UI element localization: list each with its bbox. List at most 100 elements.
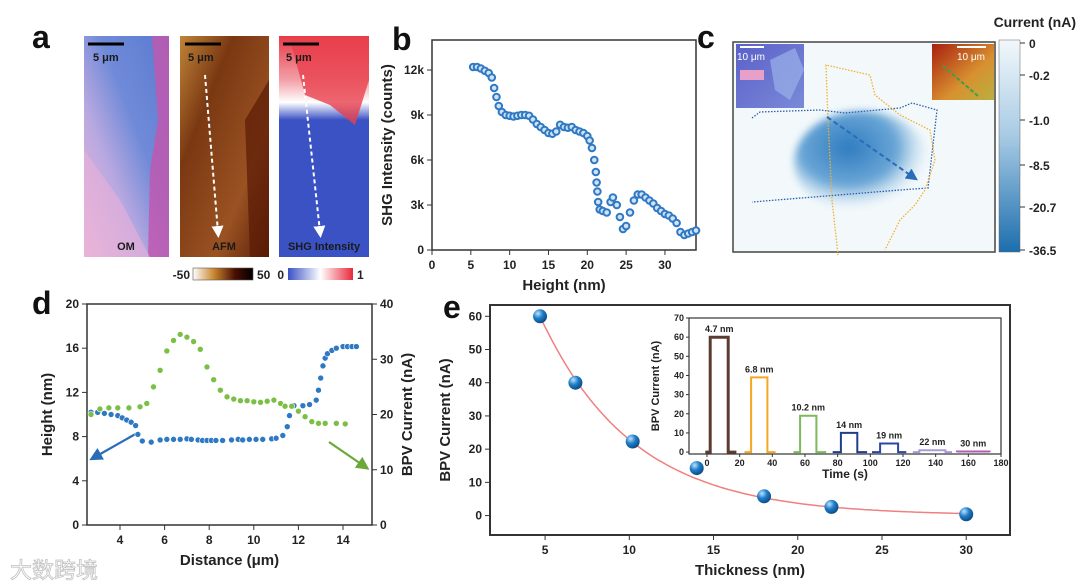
plot-e: 5 10 15 20 25 30 0 10 20 30 40 50 60 Thickness (nm) BP… bbox=[437, 304, 1011, 579]
data-point bbox=[593, 187, 602, 196]
y-tick-label: 20 bbox=[66, 297, 80, 311]
data-point-bpv-current bbox=[196, 346, 204, 353]
data-point-bpv-current bbox=[230, 395, 238, 403]
y2-tick-label: 0 bbox=[380, 518, 387, 532]
y2-tick-label: 10 bbox=[380, 463, 394, 477]
panel-label-b: b bbox=[392, 21, 412, 57]
data-point bbox=[587, 143, 597, 153]
pulse-label: 6.8 nm bbox=[745, 364, 774, 374]
data-point-bpv-current bbox=[203, 363, 211, 371]
y-tick-label: 60 bbox=[674, 332, 684, 342]
data-point-bpv-current bbox=[176, 331, 184, 338]
pulse-trace bbox=[793, 414, 827, 454]
data-point bbox=[824, 499, 839, 514]
panel-label-a: a bbox=[32, 19, 50, 55]
y-tick-label: 50 bbox=[674, 351, 684, 361]
data-point-height bbox=[272, 434, 280, 442]
data-point-height bbox=[353, 343, 360, 350]
x-tick-label: 5 bbox=[467, 258, 474, 272]
afm-image: 5 μm AFM bbox=[180, 36, 269, 257]
x-tick-label: 180 bbox=[993, 458, 1008, 468]
colorbar-max: 50 bbox=[257, 268, 271, 282]
y-tick-label: 70 bbox=[674, 313, 684, 323]
data-point-height bbox=[299, 402, 307, 409]
data-point bbox=[585, 136, 594, 145]
y-tick-label: 4 bbox=[72, 474, 79, 488]
data-point bbox=[625, 208, 635, 217]
y2-tick-label: 40 bbox=[380, 297, 394, 311]
data-point-bpv-current bbox=[190, 338, 197, 345]
data-point-height bbox=[132, 422, 139, 429]
pulse-label: 22 nm bbox=[919, 437, 945, 447]
pulse-trace bbox=[912, 449, 952, 454]
data-point-bpv-current bbox=[243, 397, 251, 404]
data-point bbox=[689, 461, 704, 476]
y-tick-label: 60 bbox=[469, 309, 483, 323]
data-point-bpv-current bbox=[308, 418, 316, 425]
data-point-bpv-current bbox=[170, 337, 177, 344]
flake-outline-blue bbox=[751, 102, 938, 203]
colorbar-min: -50 bbox=[173, 268, 191, 282]
data-point bbox=[621, 221, 631, 231]
y-axis-label: Height (nm) bbox=[39, 373, 56, 456]
current-colorbar: Current (nA) 0 -0.2 -1.0 -8.5 -20.7 -36.5 bbox=[994, 14, 1076, 258]
scan-arrow bbox=[826, 116, 918, 181]
data-point bbox=[551, 127, 561, 136]
data-point-bpv-current bbox=[96, 405, 104, 413]
plot-d: 4 6 8 10 12 14 0 4 8 12 16 20 Distance (μm) Height (n… bbox=[39, 297, 416, 569]
y-tick-label: 16 bbox=[66, 341, 80, 355]
data-point-height bbox=[212, 437, 220, 444]
x-tick-label: 6 bbox=[161, 533, 168, 547]
data-point-height bbox=[283, 423, 291, 430]
y2-axis-label: BPV Current (nA) bbox=[399, 353, 416, 476]
shg-image: 5 μm SHG Intensity bbox=[279, 36, 369, 257]
shg-colorbar: 0 1 bbox=[277, 268, 364, 282]
data-point-height bbox=[279, 432, 287, 439]
data-point-height bbox=[170, 436, 177, 443]
inset-scale-label: 10 μm bbox=[737, 52, 765, 63]
data-point-bpv-current bbox=[263, 397, 271, 405]
y-axis-label: BPV Current (nA) bbox=[437, 358, 454, 481]
x-axis-label: Distance (μm) bbox=[180, 552, 279, 569]
data-point bbox=[533, 309, 548, 324]
data-point-bpv-current bbox=[257, 399, 264, 406]
x-tick-label: 60 bbox=[800, 458, 810, 468]
x-tick-label: 100 bbox=[863, 458, 878, 468]
x-tick-label: 20 bbox=[735, 458, 745, 468]
afm-inset: 10 μm bbox=[932, 44, 994, 100]
x-tick-label: 120 bbox=[895, 458, 910, 468]
pulse-label: 30 nm bbox=[960, 439, 986, 449]
y-tick-label: 0 bbox=[679, 447, 684, 457]
y-tick-label: 40 bbox=[469, 376, 483, 390]
y2-tick-label: 20 bbox=[380, 408, 394, 422]
data-point bbox=[487, 73, 497, 82]
data-point-bpv-current bbox=[321, 420, 329, 427]
data-point-height bbox=[101, 410, 108, 417]
image-label-shg: SHG Intensity bbox=[288, 241, 361, 253]
left-axis-arrow bbox=[89, 431, 140, 461]
pulse-trace bbox=[744, 376, 776, 454]
panel-label-e: e bbox=[443, 289, 461, 325]
x-tick-label: 5 bbox=[542, 543, 549, 557]
data-point-height bbox=[324, 350, 331, 358]
data-point bbox=[757, 489, 772, 504]
panel-label-d: d bbox=[32, 285, 52, 321]
data-point-height bbox=[147, 438, 155, 446]
data-point-height bbox=[176, 436, 184, 443]
y-tick-label: 10 bbox=[469, 475, 483, 489]
data-point bbox=[615, 212, 625, 222]
colorbar-tick-label: -8.5 bbox=[1029, 159, 1050, 173]
data-point-bpv-current bbox=[143, 400, 151, 407]
data-point-bpv-current bbox=[217, 386, 224, 394]
om-inset: 10 μm bbox=[736, 44, 804, 108]
y-axis-label: BPV Current (nA) bbox=[650, 340, 662, 431]
plot-frame bbox=[431, 39, 697, 251]
y-tick-label: 50 bbox=[469, 343, 483, 357]
data-point-bpv-current bbox=[250, 398, 258, 406]
watermark: 大数跨境 bbox=[10, 559, 98, 584]
x-axis-label: Height (nm) bbox=[522, 277, 605, 294]
data-point bbox=[568, 375, 583, 390]
data-point-height bbox=[319, 362, 327, 370]
data-point bbox=[589, 155, 599, 165]
current-hotspot bbox=[794, 111, 930, 215]
